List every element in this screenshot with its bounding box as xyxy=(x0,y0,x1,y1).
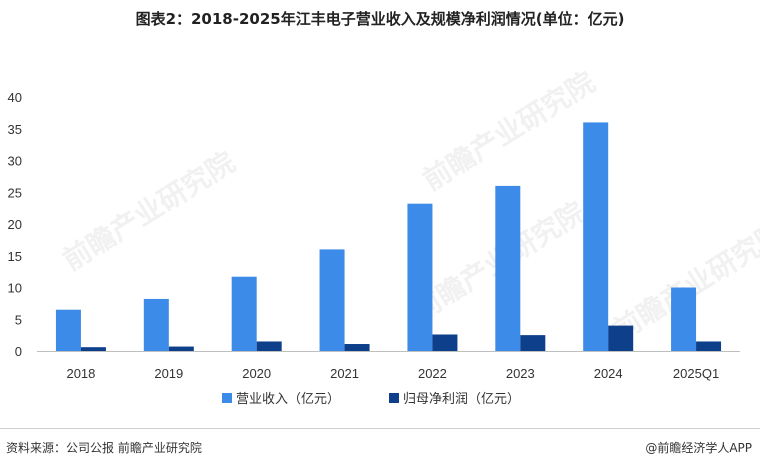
x-tick-label: 2022 xyxy=(418,366,447,381)
revenue-bar xyxy=(319,249,345,351)
y-tick-label: 0 xyxy=(15,344,22,359)
net-profit-bar xyxy=(520,335,546,351)
net-profit-bar xyxy=(168,346,194,351)
y-tick-label: 10 xyxy=(8,281,22,296)
legend-label: 营业收入（亿元） xyxy=(236,392,340,407)
x-tick-label: 2020 xyxy=(242,366,271,381)
revenue-bar xyxy=(495,185,521,351)
y-tick-label: 25 xyxy=(8,185,22,200)
net-profit-bar xyxy=(256,341,282,351)
y-tick-label: 5 xyxy=(15,312,22,327)
x-tick-label: 2021 xyxy=(330,366,359,381)
x-tick-label: 2023 xyxy=(506,366,535,381)
revenue-bar xyxy=(143,298,169,351)
x-tick-label: 2025Q1 xyxy=(673,366,719,381)
chart: 0 5 10 15 20 25 30 35 40 2018 2019 2020 2021 2022 202… xyxy=(8,90,740,407)
revenue-bar xyxy=(231,276,257,351)
revenue-bar xyxy=(55,309,81,351)
y-tick-label: 40 xyxy=(8,90,22,105)
x-tick-label: 2024 xyxy=(594,366,623,381)
y-tick-label: 20 xyxy=(8,217,22,232)
legend-label: 归母净利润（亿元） xyxy=(403,392,520,407)
x-tick-label: 2019 xyxy=(154,366,183,381)
source-note: 资料来源：公司公报 前瞻产业研究院 xyxy=(6,441,202,455)
legend-swatch xyxy=(389,393,399,403)
chart-title: 图表2：2018-2025年江丰电子营业收入及规模净利润情况(单位：亿元) xyxy=(135,10,625,28)
legend-swatch xyxy=(222,393,232,403)
x-tick-label: 2018 xyxy=(66,366,95,381)
y-tick-label: 15 xyxy=(8,249,22,264)
footer: 资料来源：公司公报 前瞻产业研究院 @前瞻经济学人APP xyxy=(0,428,760,465)
revenue-bar xyxy=(407,203,433,351)
x-axis: 2018 2019 2020 2021 2022 2023 2024 2025Q1 xyxy=(37,351,740,381)
bars xyxy=(55,122,722,352)
net-profit-bar xyxy=(432,334,458,351)
net-profit-bar xyxy=(80,347,106,351)
net-profit-bar xyxy=(344,344,370,351)
brand-note: @前瞻经济学人APP xyxy=(645,441,752,455)
y-tick-label: 35 xyxy=(8,122,22,137)
revenue-bar xyxy=(671,287,697,351)
net-profit-bar xyxy=(608,325,634,351)
revenue-bar xyxy=(583,122,609,352)
net-profit-bar xyxy=(696,341,722,351)
y-tick-label: 30 xyxy=(8,154,22,169)
y-axis: 0 5 10 15 20 25 30 35 40 xyxy=(8,90,22,359)
legend: 营业收入（亿元） 归母净利润（亿元） xyxy=(222,392,520,407)
